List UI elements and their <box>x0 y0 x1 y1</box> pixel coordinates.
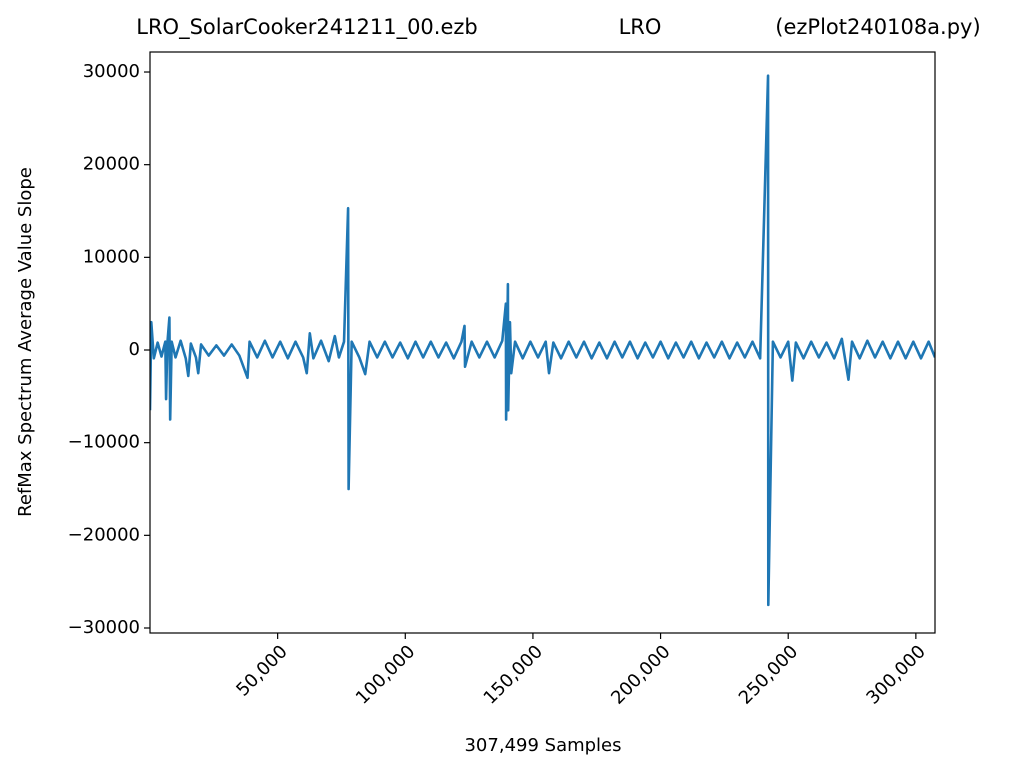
y-tick-label: 10000 <box>83 246 140 267</box>
x-tick-label: 200,000 <box>607 641 674 708</box>
y-tick-label: 0 <box>129 339 140 360</box>
x-tick-label: 100,000 <box>352 641 419 708</box>
x-tick-label: 250,000 <box>735 641 802 708</box>
y-tick-label: −20000 <box>68 524 140 545</box>
y-tick-label: −30000 <box>68 617 140 638</box>
chart-title-site: LRO <box>619 15 662 39</box>
x-tick-label: 300,000 <box>862 641 929 708</box>
chart-title-file: LRO_SolarCooker241211_00.ezb <box>136 15 478 40</box>
y-tick-label: 30000 <box>83 61 140 82</box>
y-tick-label: −10000 <box>68 432 140 453</box>
y-tick-label: 20000 <box>83 154 140 175</box>
y-axis-label: RefMax Spectrum Average Value Slope <box>15 167 36 517</box>
x-axis-label: 307,499 Samples <box>464 735 621 756</box>
x-tick-label: 150,000 <box>480 641 547 708</box>
data-line <box>150 74 935 607</box>
chart-title-script: (ezPlot240108a.py) <box>775 15 980 39</box>
plot-frame <box>149 51 936 634</box>
x-tick-label: 50,000 <box>232 641 291 700</box>
